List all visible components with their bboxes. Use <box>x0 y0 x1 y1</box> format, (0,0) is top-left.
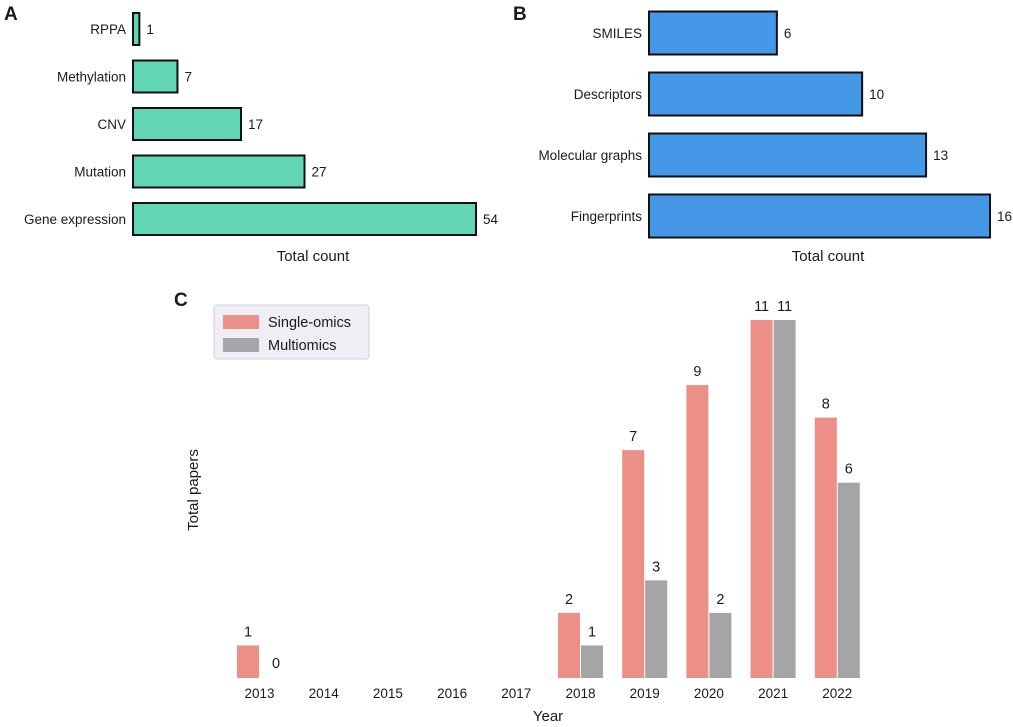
legend-label-single-omics: Single-omics <box>268 315 351 331</box>
panel-c-value-label-multiomics-2022: 6 <box>845 462 853 478</box>
panel-c-value-label-single-omics-2013: 1 <box>244 624 252 640</box>
panel-a-value-label-methylation: 7 <box>184 70 192 85</box>
panel-c-bar-multiomics-2019 <box>645 580 668 678</box>
legend: Single-omics Multiomics <box>213 304 370 360</box>
panel-a-bar-mutation <box>132 154 306 189</box>
panel-a-y-tick-rppa: RPPA <box>90 22 126 37</box>
panel-a-y-tick-methylation: Methylation <box>57 70 126 85</box>
panel-c-bar-single-omics-2013 <box>237 645 259 678</box>
panel-c-bar-single-omics-2018 <box>558 612 580 678</box>
panel-a-bar-rppa <box>132 12 141 46</box>
legend-label-multiomics: Multiomics <box>268 338 336 354</box>
panel-b-y-tick-fingerprints: Fingerprints <box>571 209 643 224</box>
panel-b-value-label-descriptors: 10 <box>869 87 884 102</box>
panel-b-y-tick-smiles: SMILES <box>592 26 642 41</box>
panel-a-value-label-mutation: 27 <box>312 165 327 180</box>
panel-c-value-label-multiomics-2021: 11 <box>777 299 792 315</box>
panel-c-x-tick-2022: 2022 <box>822 686 852 701</box>
panel-a-x-axis-label: Total count <box>277 248 350 265</box>
panel-c-letter: C <box>174 290 188 311</box>
panel-b-y-tick-descriptors: Descriptors <box>574 87 643 102</box>
panel-b-x-axis-label: Total count <box>792 248 865 265</box>
panel-c-value-label-single-omics-2020: 9 <box>693 364 701 380</box>
panel-c-x-tick-2017: 2017 <box>501 686 531 701</box>
panel-b-bar-smiles <box>648 10 778 56</box>
panel-c-value-label-single-omics-2018: 2 <box>565 592 573 608</box>
panel-c-y-axis-label: Total papers <box>185 449 202 531</box>
panel-c-value-label-single-omics-2021: 11 <box>754 299 769 315</box>
panel-c-x-tick-2013: 2013 <box>244 686 274 701</box>
panel-c-bar-multiomics-2022 <box>837 482 860 678</box>
panel-c-value-label-single-omics-2022: 8 <box>822 397 830 413</box>
panel-b-value-label-molecular-graphs: 13 <box>933 148 948 163</box>
panel-c-value-label-multiomics-2013: 0 <box>272 656 280 672</box>
panel-c-bar-single-omics-2021 <box>750 320 773 678</box>
panel-c-x-tick-2018: 2018 <box>565 686 595 701</box>
panel-a-value-label-rppa: 1 <box>146 22 154 37</box>
panel-b-bar-fingerprints <box>648 193 991 239</box>
panel-c-x-tick-2021: 2021 <box>758 686 788 701</box>
panel-c-value-label-single-omics-2019: 7 <box>629 429 637 445</box>
panel-c-x-tick-2014: 2014 <box>309 686 340 701</box>
panel-b-y-tick-molecular-graphs: Molecular graphs <box>538 148 642 163</box>
panel-c-x-tick-2020: 2020 <box>694 686 724 701</box>
panel-b-bar-molecular-graphs <box>648 132 928 178</box>
panel-a-value-label-gene-expression: 54 <box>483 212 499 227</box>
panel-b-value-label-smiles: 6 <box>784 26 792 41</box>
panel-c-x-axis-label: Year <box>533 708 563 725</box>
panel-a-letter: A <box>4 4 18 25</box>
panel-c-bar-multiomics-2021 <box>773 320 796 678</box>
panel-a: A RPPA Methylation CNV Mutation Gene express… <box>4 4 499 265</box>
panel-c-bar-multiomics-2020 <box>709 612 732 678</box>
panel-a-y-tick-gene-expression: Gene expression <box>24 212 126 227</box>
panel-a-value-label-cnv: 17 <box>248 117 263 132</box>
panel-b-value-label-fingerprints: 16 <box>997 209 1012 224</box>
panel-a-y-tick-cnv: CNV <box>97 117 126 132</box>
panel-b-letter: B <box>513 4 527 25</box>
panel-c-x-tick-2019: 2019 <box>630 686 660 701</box>
panel-a-bar-gene-expression <box>132 202 477 236</box>
panel-c-bar-multiomics-2018 <box>581 645 603 678</box>
panel-c-value-label-multiomics-2019: 3 <box>652 559 660 575</box>
panel-a-y-tick-mutation: Mutation <box>74 165 126 180</box>
panel-a-bar-cnv <box>132 107 242 141</box>
panel-c-x-tick-2016: 2016 <box>437 686 467 701</box>
legend-swatch-single-omics <box>223 315 259 329</box>
panel-c-bar-single-omics-2020 <box>686 385 709 678</box>
panel-b-bar-descriptors <box>648 71 864 117</box>
panel-a-bar-methylation <box>132 59 179 94</box>
panel-c-bar-single-omics-2022 <box>814 417 837 678</box>
panel-c-value-label-multiomics-2020: 2 <box>716 592 724 608</box>
panel-c-value-label-multiomics-2018: 1 <box>588 624 596 640</box>
panel-c-bar-single-omics-2019 <box>622 450 645 678</box>
panel-b: B SMILES Descriptors Molecular graphs Finge… <box>513 4 1012 265</box>
legend-swatch-multiomics <box>223 338 259 352</box>
panel-c-x-tick-2015: 2015 <box>373 686 403 701</box>
